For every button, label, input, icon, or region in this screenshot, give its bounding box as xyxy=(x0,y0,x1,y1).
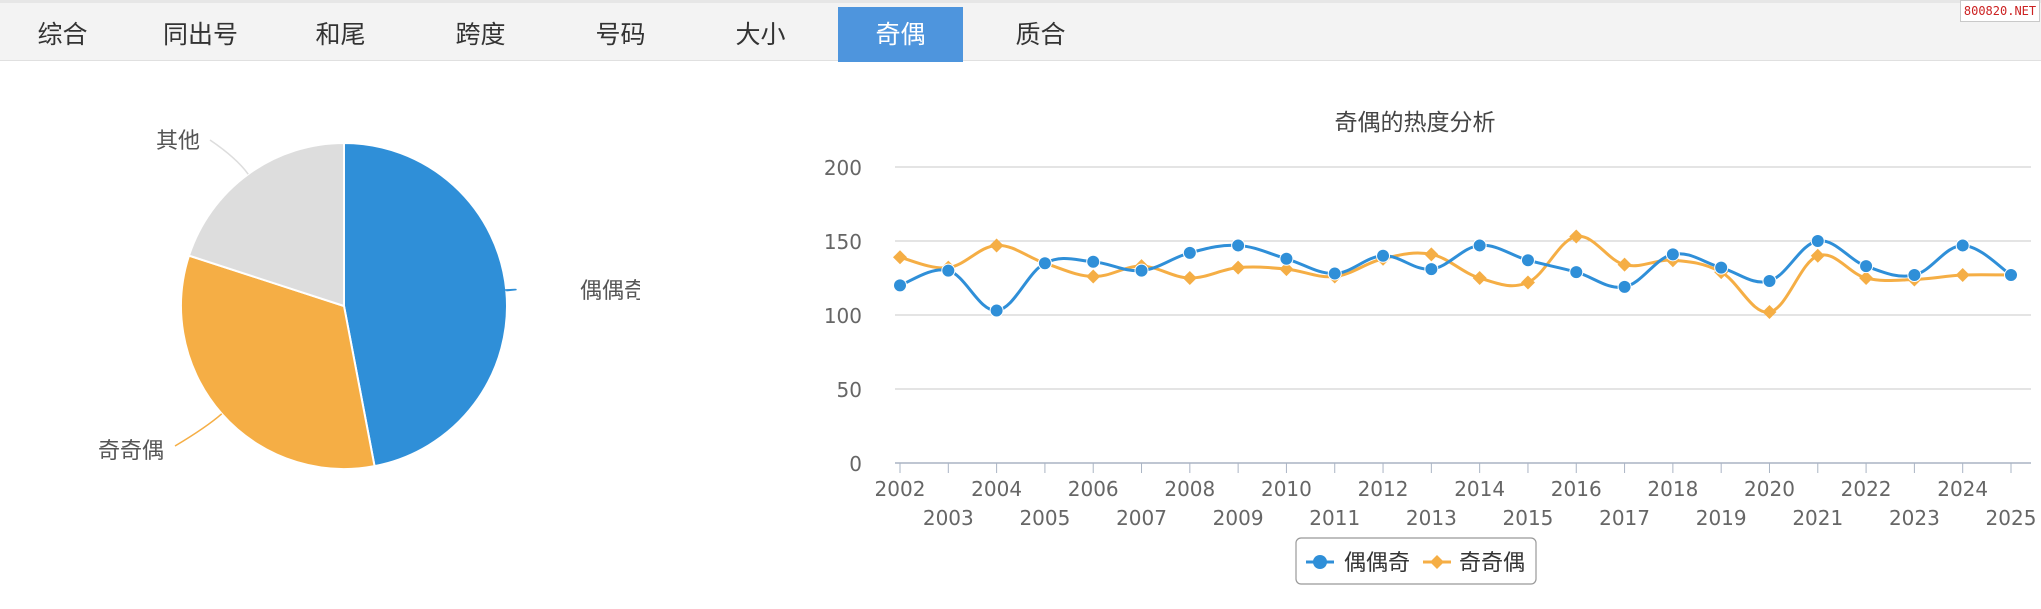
series-1-point[interactable] xyxy=(1037,256,1052,271)
legend-label-1: 偶偶奇 xyxy=(1344,551,1410,576)
line-chart-title: 奇偶的热度分析 xyxy=(1335,110,1496,136)
legend-item-1[interactable]: 偶偶奇 xyxy=(1306,551,1410,576)
legend-box xyxy=(1295,537,1537,585)
x-tick-label: 2006 xyxy=(1068,477,1119,501)
series-1-point[interactable] xyxy=(1569,265,1584,280)
x-tick-label: 2023 xyxy=(1889,506,1940,530)
series-1-point[interactable] xyxy=(1086,254,1101,269)
pie-label-3: 其他 xyxy=(156,129,200,154)
tab-4[interactable]: 跨度 xyxy=(455,20,506,49)
series-1-point[interactable] xyxy=(1424,262,1439,277)
x-tick-label: 2010 xyxy=(1261,477,1312,501)
x-tick-label: 2013 xyxy=(1406,506,1457,530)
series-line-2 xyxy=(899,235,2012,314)
x-tick-label: 2021 xyxy=(1792,506,1843,530)
series-2-point[interactable] xyxy=(893,250,907,265)
series-1-point[interactable] xyxy=(1520,253,1535,268)
x-tick-label: 2017 xyxy=(1599,506,1650,530)
pie-label-2: 奇奇偶 xyxy=(98,439,164,464)
x-tick-label: 2011 xyxy=(1309,506,1360,530)
x-tick-label: 2019 xyxy=(1696,506,1747,530)
pie-label-1: 偶偶奇 xyxy=(580,279,640,304)
line-chart: 奇偶的热度分析 0 50 100 150 200 2002 2003 2004 2005 2006 2… xyxy=(824,110,2037,585)
series-1-point[interactable] xyxy=(1907,268,1922,283)
x-tick-label: 2008 xyxy=(1164,477,1215,501)
series-2-point[interactable] xyxy=(1617,257,1632,272)
series-2-point[interactable] xyxy=(1955,268,1970,283)
series-2-point[interactable] xyxy=(1569,229,1584,244)
series-line-1 xyxy=(899,239,2012,313)
x-tick-label: 2015 xyxy=(1503,506,1554,530)
x-tick-label: 2007 xyxy=(1116,506,1167,530)
series-2-point[interactable] xyxy=(1810,248,1825,263)
tab-7[interactable]: 奇偶 xyxy=(838,7,963,62)
y-tick-label: 50 xyxy=(837,378,862,402)
pie-connector-1 xyxy=(504,288,517,292)
x-tick-label: 2004 xyxy=(971,477,1022,501)
legend-marker-1 xyxy=(1313,555,1327,569)
x-tick-label: 2022 xyxy=(1841,477,1892,501)
series-1-point[interactable] xyxy=(1134,263,1149,278)
tab-bar: 综合 同出号 和尾 跨度 号码 大小 奇偶 质合 xyxy=(0,0,2041,62)
series-2-point[interactable] xyxy=(1231,260,1246,275)
series-1-point[interactable] xyxy=(893,278,907,293)
y-tick-label: 200 xyxy=(824,156,862,180)
series-1-point[interactable] xyxy=(1714,260,1729,275)
tab-8[interactable]: 质合 xyxy=(1015,20,1066,49)
tab-2[interactable]: 同出号 xyxy=(162,20,238,49)
series-1-point[interactable] xyxy=(1472,238,1487,253)
x-tick-label: 2020 xyxy=(1744,477,1795,501)
x-tick-label: 2018 xyxy=(1647,477,1698,501)
series-1-point[interactable] xyxy=(1859,259,1874,274)
series-2-point[interactable] xyxy=(1472,271,1487,285)
pie-slice-1[interactable] xyxy=(343,141,508,468)
y-tick-label: 100 xyxy=(824,304,862,328)
x-tick-label: 2025 xyxy=(1986,506,2037,530)
series-1-point[interactable] xyxy=(989,303,1004,318)
series-1-point[interactable] xyxy=(1182,245,1197,260)
series-2-point[interactable] xyxy=(1086,269,1101,284)
tab-3[interactable]: 和尾 xyxy=(315,20,366,49)
series-1-point[interactable] xyxy=(1955,238,1970,253)
pie-slice-3[interactable] xyxy=(187,141,345,308)
series-2-point[interactable] xyxy=(1859,271,1874,285)
legend: 偶偶奇 奇奇偶 xyxy=(1295,537,1537,585)
x-tick-label: 2016 xyxy=(1551,477,1602,501)
series-2-point[interactable] xyxy=(1520,275,1535,290)
tab-1[interactable]: 综合 xyxy=(37,20,88,49)
x-tick-label: 2005 xyxy=(1019,506,1070,530)
series-1-point[interactable] xyxy=(941,263,956,278)
series-2-point[interactable] xyxy=(1762,305,1777,320)
series-2-point[interactable] xyxy=(1279,262,1294,277)
series-2-point[interactable] xyxy=(989,238,1004,253)
series-1-point[interactable] xyxy=(1762,273,1777,288)
series-1-point[interactable] xyxy=(1327,266,1342,281)
series-1-point[interactable] xyxy=(2004,268,2018,283)
series-1-point[interactable] xyxy=(1665,247,1680,262)
series-1-point[interactable] xyxy=(1231,238,1246,253)
watermark: 800820.NET xyxy=(1960,0,2040,22)
legend-item-2[interactable]: 奇奇偶 xyxy=(1423,551,1525,576)
series-1-point[interactable] xyxy=(1810,234,1825,248)
x-tick-label: 2002 xyxy=(875,477,926,501)
series-1-point[interactable] xyxy=(1279,251,1294,266)
series-2-point[interactable] xyxy=(1424,247,1439,262)
pie-connector-3 xyxy=(209,139,249,175)
x-tick-label: 2012 xyxy=(1358,477,1409,501)
x-tick-label: 2003 xyxy=(923,506,974,530)
pie-connector-2 xyxy=(174,413,223,447)
series-2-point[interactable] xyxy=(1182,271,1197,285)
x-tick-label: 2024 xyxy=(1937,477,1988,501)
tab-6[interactable]: 大小 xyxy=(735,20,786,49)
x-tick-label: 2009 xyxy=(1213,506,1264,530)
legend-marker-2 xyxy=(1430,555,1444,569)
series-1-point[interactable] xyxy=(1376,248,1391,263)
series-1-point[interactable] xyxy=(1617,279,1632,294)
legend-label-2: 奇奇偶 xyxy=(1459,551,1525,576)
y-tick-label: 0 xyxy=(849,452,862,476)
x-tick-label: 2014 xyxy=(1454,477,1505,501)
tab-5[interactable]: 号码 xyxy=(595,20,646,49)
y-tick-label: 150 xyxy=(824,230,862,254)
